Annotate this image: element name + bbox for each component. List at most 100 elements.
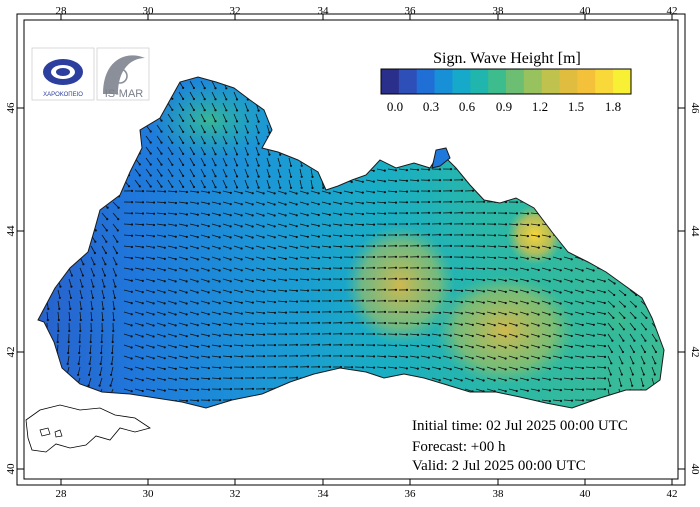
wave-arrow bbox=[233, 146, 238, 155]
wave-arrow bbox=[167, 300, 176, 304]
wave-arrow bbox=[299, 278, 309, 281]
wave-arrow-head bbox=[273, 247, 276, 250]
wave-arrow bbox=[332, 190, 341, 194]
wave-arrow bbox=[552, 311, 561, 315]
wave-arrow bbox=[222, 168, 227, 177]
wave-arrow-head bbox=[130, 324, 133, 327]
wave-arrow bbox=[563, 267, 572, 271]
colorbar-cells bbox=[381, 69, 632, 94]
lon-label: 28 bbox=[56, 488, 68, 500]
wave-arrow bbox=[497, 234, 507, 236]
wave-arrow bbox=[552, 377, 561, 380]
ismar-logo-text: IS-MAR bbox=[105, 88, 144, 100]
wave-arrow-head bbox=[361, 245, 365, 248]
wave-arrow-head bbox=[493, 279, 496, 282]
wave-arrow-head bbox=[416, 244, 420, 247]
wave-arrow bbox=[464, 366, 473, 370]
wave-arrow-head bbox=[350, 202, 353, 205]
wave-arrow-head bbox=[339, 354, 343, 357]
wave-arrow bbox=[178, 201, 187, 204]
wave-arrow-head bbox=[537, 257, 540, 260]
wave-arrow-head bbox=[207, 399, 211, 402]
wave-arrow-head bbox=[416, 356, 419, 359]
wave-arrow bbox=[101, 278, 105, 287]
wave-arrow-head bbox=[112, 318, 115, 322]
wave-arrow bbox=[233, 102, 238, 111]
wave-arrow-head bbox=[240, 290, 243, 294]
wave-arrow-head bbox=[251, 387, 255, 390]
wave-arrow bbox=[442, 333, 451, 336]
wave-arrow bbox=[629, 322, 636, 330]
wave-arrow-head bbox=[279, 186, 282, 189]
wave-arrow-head bbox=[152, 368, 155, 371]
wave-arrow-head bbox=[504, 245, 508, 248]
wave-arrow bbox=[486, 267, 495, 270]
wave-arrow-head bbox=[262, 247, 265, 250]
wave-arrow bbox=[101, 267, 106, 276]
wave-arrow bbox=[409, 179, 419, 181]
wave-arrow-head bbox=[482, 323, 485, 327]
wave-arrow-head bbox=[460, 379, 463, 382]
wave-arrow-head bbox=[225, 98, 228, 101]
wave-arrow bbox=[519, 289, 528, 293]
wave-arrow-head bbox=[537, 335, 540, 338]
wave-arrow-head bbox=[185, 356, 188, 359]
wave-arrow-head bbox=[229, 355, 233, 358]
wave-arrow bbox=[266, 234, 275, 238]
wave-arrow-head bbox=[328, 289, 332, 292]
wave-arrow-head bbox=[240, 203, 243, 206]
wave-arrow-head bbox=[251, 323, 254, 326]
wave-arrow bbox=[200, 366, 209, 369]
lat-label: 44 bbox=[689, 226, 700, 238]
wave-arrow bbox=[68, 278, 72, 287]
wave-arrow bbox=[77, 366, 81, 375]
wave-arrow bbox=[299, 201, 308, 205]
wave-arrow bbox=[453, 322, 462, 325]
wave-arrow-head bbox=[383, 191, 386, 194]
wave-arrow-head bbox=[262, 192, 265, 195]
wave-arrow-head bbox=[80, 296, 83, 299]
wave-arrow bbox=[453, 377, 462, 381]
wave-arrow bbox=[431, 311, 441, 314]
wave-arrow bbox=[233, 223, 242, 227]
lat-label: 42 bbox=[689, 347, 700, 358]
wave-arrow bbox=[156, 201, 166, 204]
wave-arrow-head bbox=[57, 318, 60, 322]
wave-arrow-head bbox=[394, 266, 398, 269]
wave-arrow bbox=[321, 245, 330, 248]
wave-arrow-head bbox=[372, 277, 376, 280]
wave-arrow bbox=[574, 300, 583, 304]
wave-arrow-head bbox=[482, 256, 486, 259]
wave-arrow-head bbox=[383, 344, 387, 347]
wave-arrow bbox=[475, 366, 484, 370]
wave-arrow-head bbox=[235, 120, 239, 123]
wave-arrow-head bbox=[163, 313, 166, 316]
wave-arrow bbox=[442, 377, 451, 381]
wave-arrow bbox=[420, 333, 429, 336]
wave-arrow-head bbox=[279, 153, 282, 156]
wave-arrow bbox=[200, 245, 209, 249]
wave-arrow-head bbox=[273, 354, 277, 358]
wave-arrow-head bbox=[405, 266, 409, 269]
wave-arrow-head bbox=[192, 163, 195, 167]
wave-arrow-head bbox=[548, 302, 551, 305]
wave-arrow bbox=[442, 366, 451, 370]
wave-arrow bbox=[89, 355, 92, 364]
wave-arrow-head bbox=[361, 355, 365, 358]
wave-arrow-head bbox=[152, 346, 155, 349]
wave-arrow bbox=[178, 366, 187, 369]
wave-arrow bbox=[464, 311, 473, 314]
wave-arrow bbox=[552, 245, 561, 249]
wave-arrow-head bbox=[289, 164, 293, 167]
wave-arrow bbox=[134, 300, 143, 304]
lon-label: 36 bbox=[405, 5, 417, 17]
wave-arrow-head bbox=[328, 321, 332, 324]
wave-arrow-head bbox=[284, 311, 288, 314]
wave-arrow-head bbox=[581, 323, 584, 327]
wave-arrow bbox=[200, 102, 206, 111]
wave-arrow bbox=[365, 366, 375, 368]
wave-arrow-head bbox=[268, 186, 271, 189]
wave-arrow-head bbox=[611, 328, 615, 331]
wave-arrow bbox=[123, 278, 132, 282]
wave-arrow-head bbox=[405, 322, 409, 325]
